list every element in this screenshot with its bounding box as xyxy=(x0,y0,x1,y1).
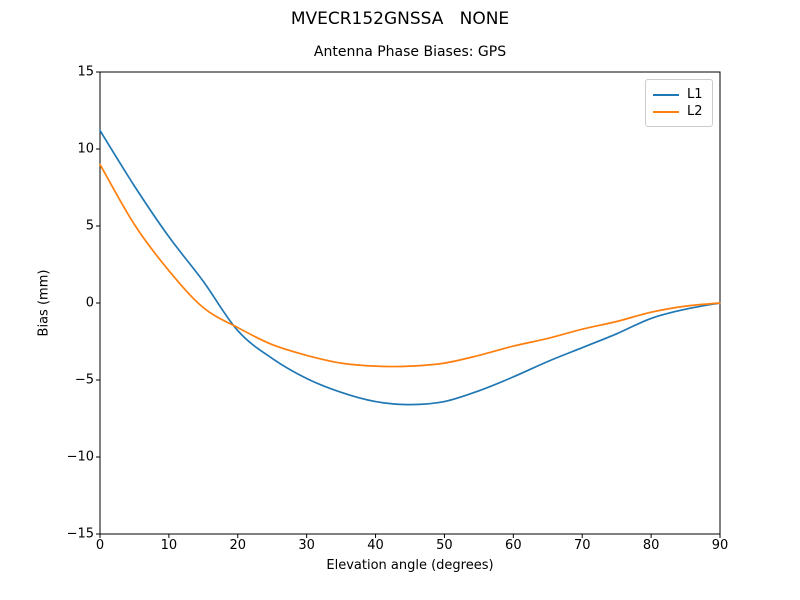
x-tick-label: 90 xyxy=(711,538,729,553)
y-axis-label: Bias (mm) xyxy=(36,269,52,337)
x-tick-label: 70 xyxy=(573,538,591,553)
legend-label-l2: L2 xyxy=(687,104,703,119)
x-tick-label: 50 xyxy=(436,538,453,553)
x-axis-label: Elevation angle (degrees) xyxy=(326,558,494,573)
x-tick-label: 40 xyxy=(367,538,384,553)
y-tick-label: −10 xyxy=(66,449,94,465)
axes-title: Antenna Phase Biases: GPS xyxy=(313,44,507,60)
legend-label-l1: L1 xyxy=(687,87,703,102)
legend-entry-l2: L2 xyxy=(653,103,703,120)
y-tick-label: −5 xyxy=(74,372,94,388)
legend: L1 L2 xyxy=(645,79,713,127)
l2-line-swatch xyxy=(653,110,679,113)
series-line-l1 xyxy=(99,129,721,406)
x-tick-label: 0 xyxy=(95,538,105,553)
y-tick-label: 10 xyxy=(77,141,94,157)
x-tick-label: 30 xyxy=(298,538,315,553)
y-tick-label: 5 xyxy=(85,218,94,234)
x-tick-label: 80 xyxy=(642,538,660,553)
y-tick-label: 0 xyxy=(85,295,94,311)
x-tick-label: 60 xyxy=(505,538,522,553)
y-tick-label: −15 xyxy=(66,526,94,542)
figure-suptitle: MVECR152GNSSA NONE xyxy=(290,9,510,29)
x-tick-label: 10 xyxy=(160,538,178,553)
x-tick-label: 20 xyxy=(229,538,247,553)
y-tick-label: 15 xyxy=(77,64,94,80)
l1-line-swatch xyxy=(653,93,679,96)
legend-entry-l1: L1 xyxy=(653,86,703,103)
axes-spines xyxy=(99,71,721,535)
series-line-l2 xyxy=(99,163,721,368)
